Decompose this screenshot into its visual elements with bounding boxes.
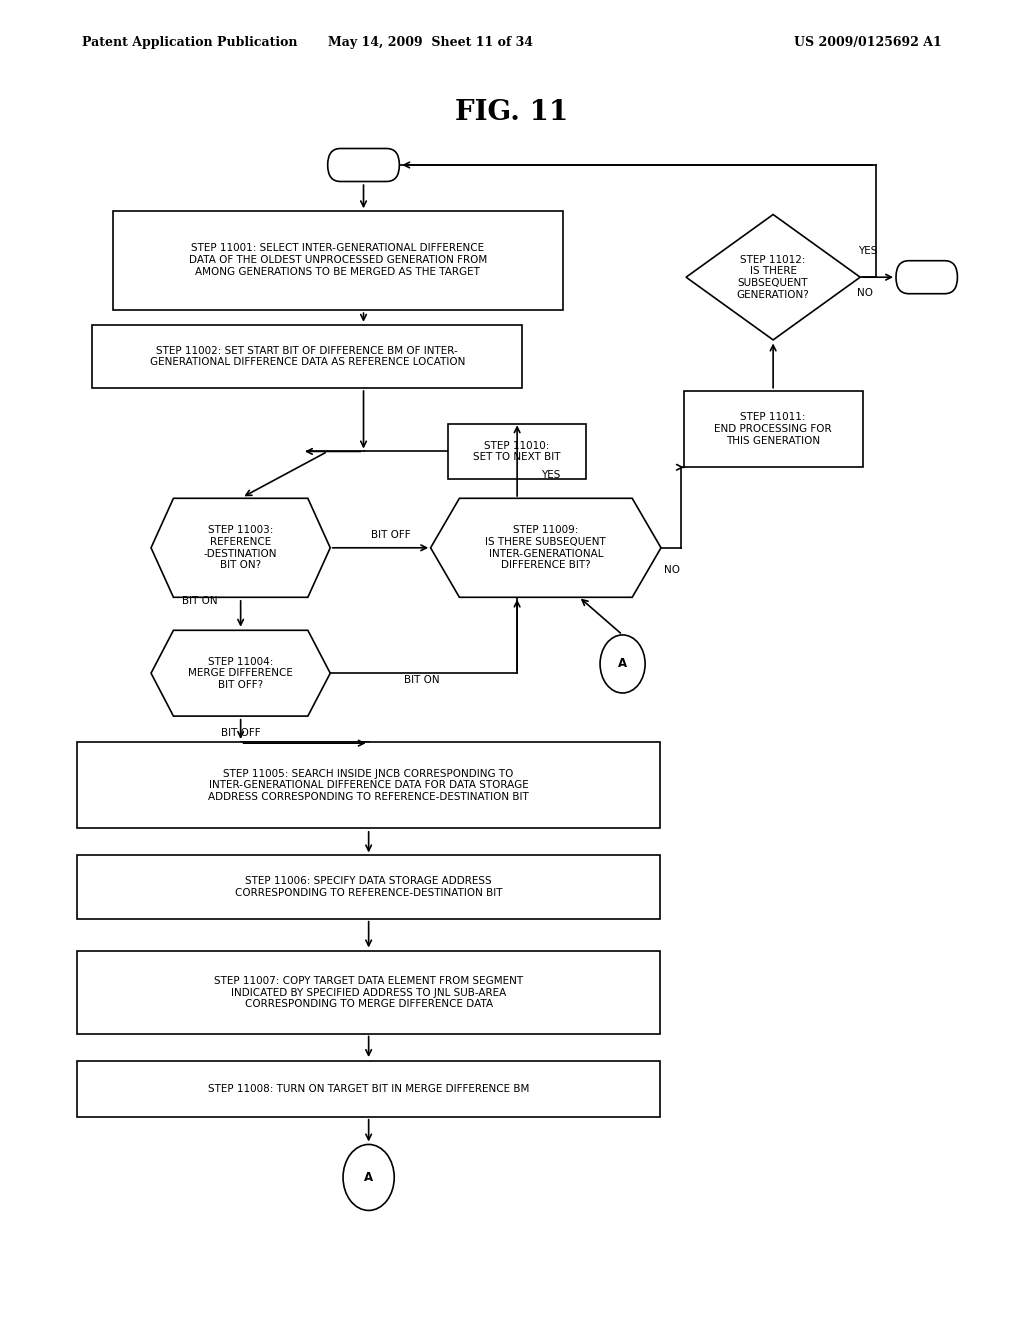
Text: BIT ON: BIT ON: [182, 595, 217, 606]
Text: STEP 11011:
END PROCESSING FOR
THIS GENERATION: STEP 11011: END PROCESSING FOR THIS GENE…: [715, 412, 831, 446]
Polygon shape: [686, 214, 860, 339]
Text: STEP 11009:
IS THERE SUBSEQUENT
INTER-GENERATIONAL
DIFFERENCE BIT?: STEP 11009: IS THERE SUBSEQUENT INTER-GE…: [485, 525, 606, 570]
Polygon shape: [152, 499, 330, 597]
Text: A: A: [365, 1171, 373, 1184]
Text: BIT ON: BIT ON: [404, 675, 440, 685]
Text: STEP 11012:
IS THERE
SUBSEQUENT
GENERATION?: STEP 11012: IS THERE SUBSEQUENT GENERATI…: [736, 255, 810, 300]
FancyBboxPatch shape: [92, 325, 522, 388]
Text: BIT OFF: BIT OFF: [221, 727, 260, 738]
FancyBboxPatch shape: [77, 950, 660, 1035]
Polygon shape: [431, 499, 662, 597]
Text: STEP 11008: TURN ON TARGET BIT IN MERGE DIFFERENCE BM: STEP 11008: TURN ON TARGET BIT IN MERGE …: [208, 1084, 529, 1094]
Text: STEP 11002: SET START BIT OF DIFFERENCE BM OF INTER-
GENERATIONAL DIFFERENCE DAT: STEP 11002: SET START BIT OF DIFFERENCE …: [150, 346, 465, 367]
Text: YES: YES: [541, 470, 560, 480]
Text: NO: NO: [664, 565, 680, 576]
Text: STEP 11001: SELECT INTER-GENERATIONAL DIFFERENCE
DATA OF THE OLDEST UNPROCESSED : STEP 11001: SELECT INTER-GENERATIONAL DI…: [188, 243, 487, 277]
Text: STEP 11006: SPECIFY DATA STORAGE ADDRESS
CORRESPONDING TO REFERENCE-DESTINATION : STEP 11006: SPECIFY DATA STORAGE ADDRESS…: [234, 876, 503, 898]
Circle shape: [600, 635, 645, 693]
FancyBboxPatch shape: [77, 855, 660, 919]
Text: FIG. 11: FIG. 11: [456, 99, 568, 125]
Text: YES: YES: [858, 246, 878, 256]
Circle shape: [343, 1144, 394, 1210]
Text: Patent Application Publication: Patent Application Publication: [82, 36, 297, 49]
FancyBboxPatch shape: [77, 1061, 660, 1117]
Text: BIT OFF: BIT OFF: [371, 529, 411, 540]
Text: STEP 11005: SEARCH INSIDE JNCB CORRESPONDING TO
INTER-GENERATIONAL DIFFERENCE DA: STEP 11005: SEARCH INSIDE JNCB CORRESPON…: [208, 768, 529, 803]
Text: May 14, 2009  Sheet 11 of 34: May 14, 2009 Sheet 11 of 34: [328, 36, 532, 49]
Text: US 2009/0125692 A1: US 2009/0125692 A1: [795, 36, 942, 49]
Text: STEP 11004:
MERGE DIFFERENCE
BIT OFF?: STEP 11004: MERGE DIFFERENCE BIT OFF?: [188, 656, 293, 690]
FancyBboxPatch shape: [684, 391, 862, 467]
Text: NO: NO: [857, 288, 873, 298]
Text: STEP 11003:
REFERENCE
-DESTINATION
BIT ON?: STEP 11003: REFERENCE -DESTINATION BIT O…: [204, 525, 278, 570]
FancyBboxPatch shape: [328, 149, 399, 181]
FancyBboxPatch shape: [449, 424, 586, 479]
Text: STEP 11010:
SET TO NEXT BIT: STEP 11010: SET TO NEXT BIT: [473, 441, 561, 462]
FancyBboxPatch shape: [896, 260, 957, 293]
Text: STEP 11007: COPY TARGET DATA ELEMENT FROM SEGMENT
INDICATED BY SPECIFIED ADDRESS: STEP 11007: COPY TARGET DATA ELEMENT FRO…: [214, 975, 523, 1010]
FancyBboxPatch shape: [77, 742, 660, 829]
Text: A: A: [618, 657, 627, 671]
FancyBboxPatch shape: [113, 210, 563, 309]
Polygon shape: [152, 631, 330, 715]
